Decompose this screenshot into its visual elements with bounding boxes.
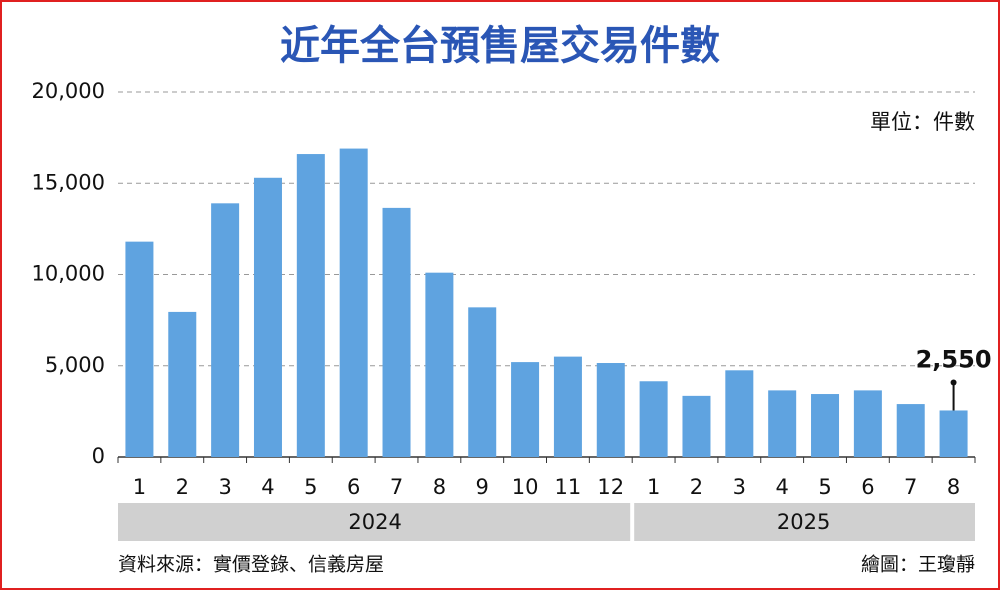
bar [553,356,582,457]
x-tick-label: 8 [433,475,446,499]
y-tick-label: 10,000 [32,262,105,286]
x-tick-label: 10 [512,475,539,499]
bar [339,148,368,457]
bar [253,177,282,457]
x-tick-label: 6 [347,475,360,499]
bar [682,395,711,457]
x-tick-label: 4 [261,475,274,499]
source: 資料來源：實價登錄、信義房屋 [118,554,384,576]
group-label: 2024 [348,510,401,534]
y-tick-label: 15,000 [32,170,105,194]
x-tick-label: 5 [304,475,317,499]
x-tick-label: 8 [947,475,960,499]
chart-title: 近年全台預售屋交易件數 [280,23,720,69]
bar [725,370,754,457]
bar [211,203,240,457]
x-tick-label: 1 [133,475,146,499]
group-band [118,503,631,541]
x-tick-label: 11 [555,475,582,499]
bar [125,241,154,457]
bar [853,390,882,457]
bar [596,363,625,457]
bar [939,410,968,457]
y-tick-label: 20,000 [32,79,105,103]
x-tick-label: 9 [476,475,489,499]
group-label: 2025 [777,510,830,534]
bar [382,207,411,457]
bar [425,272,454,457]
unit-note: 單位：件數 [870,110,975,134]
x-tick-label: 7 [390,475,403,499]
bar [168,311,197,457]
bar [511,362,540,457]
bar [296,154,325,458]
credit: 繪圖：王瓊靜 [861,554,975,576]
x-tick-label: 1 [647,475,660,499]
bar [896,404,925,457]
bar [639,381,668,457]
x-tick-label: 12 [597,475,624,499]
x-tick-label: 7 [904,475,917,499]
group-band [634,503,975,541]
x-tick-label: 3 [218,475,231,499]
bar [768,390,797,457]
y-tick-label: 0 [92,444,105,468]
x-tick-label: 4 [775,475,788,499]
bar [468,307,497,457]
x-tick-label: 5 [818,475,831,499]
label-dot [950,379,957,386]
x-tick-label: 3 [733,475,746,499]
y-tick-label: 5,000 [45,353,105,377]
value-label: 2,550 [916,345,992,373]
x-tick-label: 2 [690,475,703,499]
x-tick-label: 2 [176,475,189,499]
x-tick-label: 6 [861,475,874,499]
bar [811,394,840,457]
